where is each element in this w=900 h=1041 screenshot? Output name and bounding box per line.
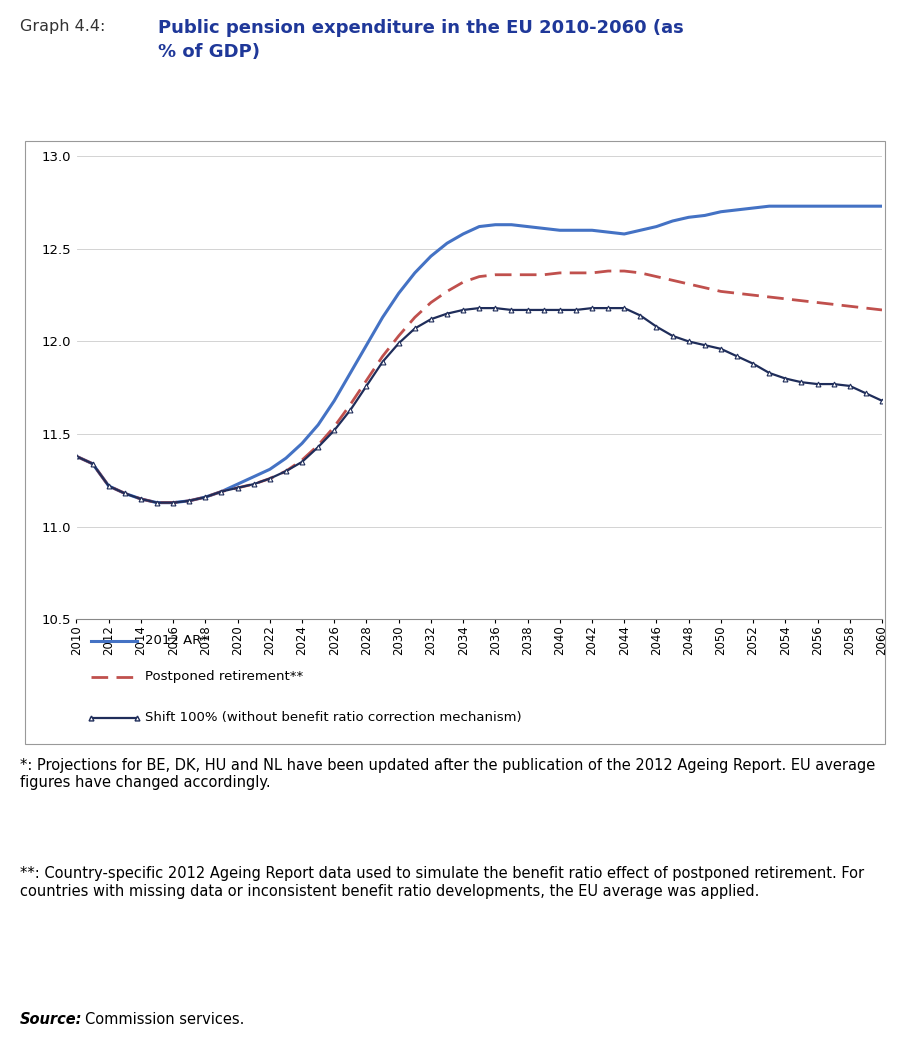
Text: Graph 4.4:: Graph 4.4: (20, 19, 105, 34)
Text: Postponed retirement**: Postponed retirement** (145, 670, 303, 683)
Text: *: Projections for BE, DK, HU and NL have been updated after the publication of : *: Projections for BE, DK, HU and NL hav… (20, 758, 875, 790)
Text: Source:: Source: (20, 1012, 82, 1027)
Text: Commission services.: Commission services. (85, 1012, 244, 1027)
Text: Public pension expenditure in the EU 2010-2060 (as
% of GDP): Public pension expenditure in the EU 201… (158, 19, 683, 60)
Text: 2012 AR*: 2012 AR* (145, 634, 208, 648)
Text: Shift 100% (without benefit ratio correction mechanism): Shift 100% (without benefit ratio correc… (145, 711, 522, 725)
Text: **: Country-specific 2012 Ageing Report data used to simulate the benefit ratio : **: Country-specific 2012 Ageing Report … (20, 866, 864, 898)
